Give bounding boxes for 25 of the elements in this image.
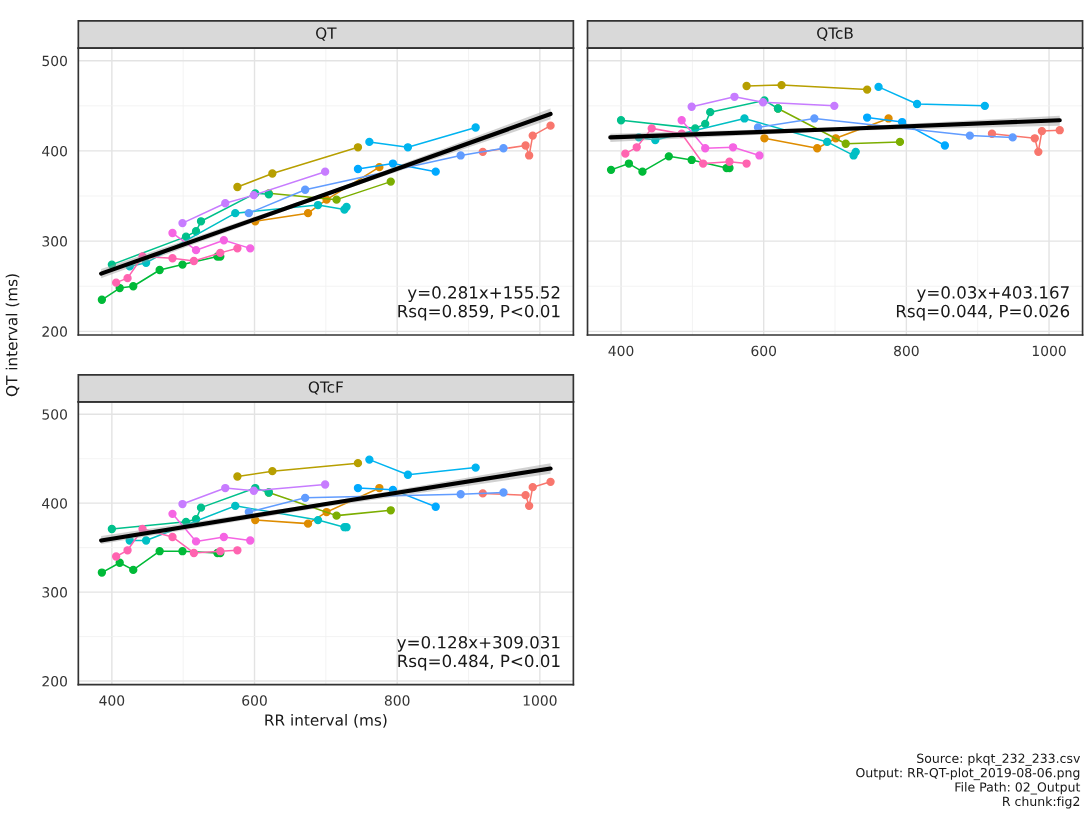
y-tick-label: 400 <box>42 498 67 509</box>
y-tick-label: 300 <box>42 587 67 598</box>
y-tick-label: 300 <box>42 236 67 247</box>
y-tick-label: 200 <box>42 676 67 687</box>
annotation: y=0.03x+403.167 Rsq=0.044, P=0.026 <box>896 286 1070 321</box>
x-axis-title: RR interval (ms) <box>265 714 387 728</box>
y-axis-title: QT interval (ms) <box>5 274 20 397</box>
y-tick-label: 200 <box>42 326 67 337</box>
x-tick-label: 1000 <box>523 695 557 706</box>
annotation: y=0.128x+309.031 Rsq=0.484, P<0.01 <box>397 635 560 671</box>
y-tick-label: 400 <box>42 145 67 157</box>
x-tick-label: 600 <box>751 345 777 357</box>
x-tick-label: 400 <box>608 345 634 357</box>
chart-title: QTcB <box>817 27 853 41</box>
x-tick-label: 400 <box>99 695 125 706</box>
x-tick-label: 600 <box>242 695 267 706</box>
x-tick-label: 1000 <box>1032 345 1066 357</box>
chart-title: QTcF <box>308 381 343 395</box>
annotation: y=0.281x+155.52 Rsq=0.859, P<0.01 <box>398 286 560 321</box>
y-tick-label: 500 <box>42 55 67 67</box>
chart-title: QT <box>316 27 337 41</box>
source-note: Source: pkqt_232_233.csv Output: RR-QT-plot_2019-08-06.png File Path: 02_Output R chunk:fig2 <box>856 753 1081 809</box>
y-tick-label: 500 <box>42 409 67 420</box>
x-tick-label: 800 <box>384 695 410 706</box>
x-tick-label: 800 <box>894 345 919 357</box>
